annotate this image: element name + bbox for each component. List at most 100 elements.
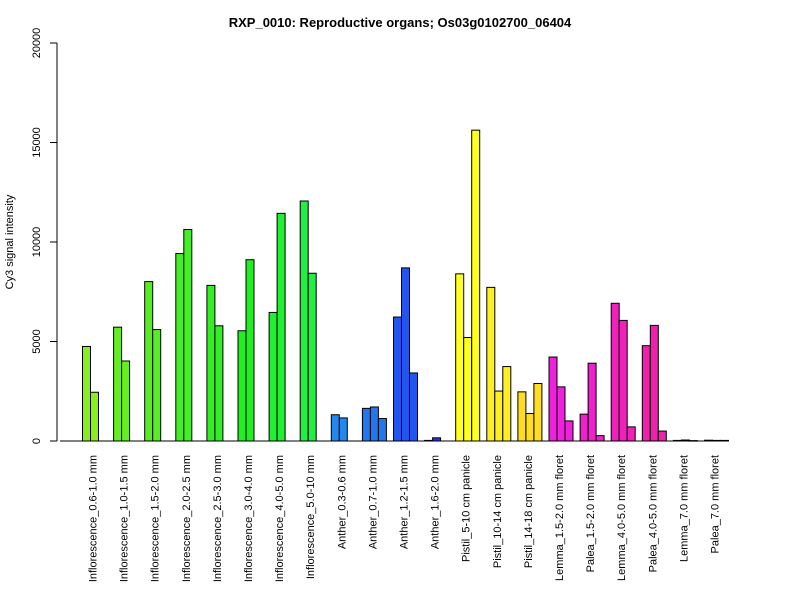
x-tick-label: Lemma_4.0-5.0 mm floret xyxy=(616,455,628,581)
bar xyxy=(432,437,442,442)
bar xyxy=(152,329,162,442)
bar xyxy=(502,366,512,442)
y-axis-label: Cy3 signal intensity xyxy=(4,194,16,289)
x-tick-label: Inflorescence_4.0-5.0 mm xyxy=(274,455,286,582)
bar-group xyxy=(330,414,348,442)
bar xyxy=(672,439,682,442)
bar xyxy=(712,439,721,442)
bar xyxy=(144,281,154,442)
bar-group xyxy=(641,324,667,442)
bar-group xyxy=(610,302,636,442)
bar xyxy=(268,311,278,442)
bar-group xyxy=(393,267,418,442)
bar xyxy=(610,302,620,442)
x-tick-labels: Inflorescence_0.6-1.0 mm Inflorescence_1.… xyxy=(88,455,722,582)
x-tick-label: Inflorescence_1.0-1.5 mm xyxy=(119,455,131,582)
bar xyxy=(579,413,589,442)
bar xyxy=(175,253,185,442)
x-tick-label: Inflorescence_2.0-2.5 mm xyxy=(181,455,193,582)
bar xyxy=(680,439,690,442)
bar xyxy=(276,212,286,442)
bar xyxy=(657,430,667,442)
bar xyxy=(409,372,418,442)
bar-group xyxy=(206,284,224,442)
bar-group xyxy=(672,439,698,442)
x-tick-label: Anther_1.6-2.0 mm xyxy=(430,455,442,549)
bar xyxy=(307,272,317,442)
bar xyxy=(90,391,99,442)
x-tick-label: Lemma_1.5-2.0 mm floret xyxy=(554,455,566,581)
x-tick-label: Pistil_10-14 cm panicle xyxy=(492,455,504,568)
y-axis: 0 5000 10000 15000 20000 xyxy=(31,28,58,444)
x-tick-label: Inflorescence_1.5-2.0 mm xyxy=(150,455,162,582)
x-tick-label: Pistil_14-18 cm panicle xyxy=(523,455,535,568)
bar xyxy=(533,382,543,442)
bar xyxy=(369,406,379,442)
bar xyxy=(245,259,255,442)
x-tick-label: Anther_0.3-0.6 mm xyxy=(336,455,348,549)
y-tick-label: 15000 xyxy=(31,127,43,158)
x-tick-label: Inflorescence_3.0-4.0 mm xyxy=(243,455,255,582)
bar xyxy=(587,362,597,442)
bar xyxy=(649,324,659,442)
x-tick-label: Anther_1.2-1.5 mm xyxy=(399,455,411,549)
bar xyxy=(393,316,402,442)
bar-group xyxy=(237,259,255,442)
bar-group xyxy=(144,281,162,442)
bar xyxy=(113,326,123,442)
bar xyxy=(455,273,465,442)
bar-group xyxy=(82,345,99,442)
bar-group xyxy=(268,212,286,442)
x-tick-label: Anther_0.7-1.0 mm xyxy=(367,455,379,549)
bar-group xyxy=(579,362,605,442)
bar xyxy=(564,420,574,442)
x-tick-label: Palea_1.5-2.0 mm floret xyxy=(585,455,597,572)
bar xyxy=(214,325,224,442)
bar xyxy=(338,417,348,442)
bar-group xyxy=(517,382,543,442)
bar xyxy=(595,435,605,442)
x-tick-label: Palea_4.0-5.0 mm floret xyxy=(647,455,659,572)
bar xyxy=(494,390,504,442)
x-tick-label: Inflorescence_5.0-10 mm xyxy=(305,455,317,579)
bar xyxy=(377,418,387,442)
bar xyxy=(688,440,698,442)
bar xyxy=(183,228,193,442)
bar xyxy=(121,360,131,442)
bar-group xyxy=(361,406,387,442)
y-tick-label: 10000 xyxy=(31,227,43,258)
bars xyxy=(82,129,729,442)
x-tick-label: Inflorescence_0.6-1.0 mm xyxy=(88,455,100,582)
bar xyxy=(525,413,535,442)
bar-group xyxy=(548,356,574,442)
bar xyxy=(82,345,91,442)
y-tick-label: 0 xyxy=(31,438,43,444)
bar xyxy=(471,129,481,442)
bar xyxy=(548,356,558,442)
bar xyxy=(237,330,247,442)
bar xyxy=(206,284,216,442)
x-tick-label: Lemma_7.0 mm floret xyxy=(678,455,690,562)
chart-title: RXP_0010: Reproductive organs; Os03g0102… xyxy=(229,15,572,30)
bar-group xyxy=(299,200,317,442)
bar xyxy=(330,414,340,442)
y-tick-label: 5000 xyxy=(31,329,43,353)
bar xyxy=(486,286,496,442)
bar xyxy=(626,426,636,442)
bar xyxy=(463,337,473,442)
y-tick-label: 20000 xyxy=(31,28,43,59)
bar xyxy=(424,439,434,442)
bar xyxy=(641,345,651,442)
bar xyxy=(618,319,628,442)
bar xyxy=(517,391,527,442)
bar-group xyxy=(704,439,729,442)
bar xyxy=(704,439,713,442)
x-tick-label: Palea_7.0 mm floret xyxy=(710,455,722,553)
bar xyxy=(361,407,371,442)
bar-group xyxy=(455,129,481,442)
bar xyxy=(401,267,410,442)
bar-group xyxy=(175,228,193,442)
bar xyxy=(720,439,729,442)
bar-group xyxy=(424,437,442,442)
bar xyxy=(299,200,309,442)
